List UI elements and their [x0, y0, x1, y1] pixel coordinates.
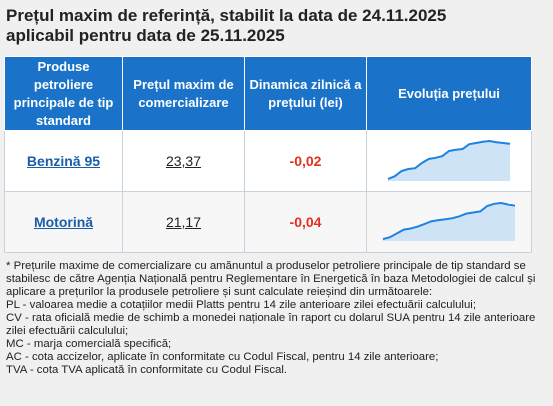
- price-value: 21,17: [165, 214, 202, 230]
- table-row: Benzină 95 23,37 -0,02: [4, 130, 532, 192]
- price-value: 23,37: [165, 153, 202, 169]
- footnote-intro: * Prețurile maxime de comercializare cu …: [6, 260, 536, 298]
- dynamic-value: -0,02: [289, 153, 322, 169]
- title-line-2: aplicabil pentru data de 25.11.2025: [6, 26, 285, 45]
- product-cell: Motorină: [4, 191, 123, 253]
- header-products: Produse petroliere principale de tip sta…: [4, 56, 123, 131]
- header-price-evolution: Evoluția prețului: [366, 56, 532, 131]
- title-line-1: Prețul maxim de referință, stabilit la d…: [6, 6, 447, 25]
- sparkline-line: [387, 139, 511, 180]
- footnote-mc: MC - marja comercială specifică;: [6, 338, 172, 350]
- header-daily-dynamic: Dinamica zilnică a prețului (lei): [244, 56, 367, 131]
- price-cell: 21,17: [122, 191, 245, 253]
- footnote-tva: TVA - cota TVA aplicată în conformitate …: [6, 364, 288, 376]
- footnote-ac: AC - cota accizelor, aplicate în conform…: [6, 351, 439, 363]
- footnotes: * Prețurile maxime de comercializare cu …: [6, 260, 546, 377]
- product-link-motorina[interactable]: Motorină: [33, 214, 94, 230]
- sparkline-cell: [366, 130, 532, 192]
- dynamic-cell: -0,04: [244, 191, 367, 253]
- product-link-benzina[interactable]: Benzină 95: [26, 153, 101, 169]
- footnote-pl: PL - valoarea medie a cotațiilor medii P…: [6, 299, 476, 311]
- sparkline-area: [388, 141, 510, 181]
- sparkline-chart: [382, 201, 516, 241]
- table-header-row: Produse petroliere principale de tip sta…: [4, 56, 532, 131]
- dynamic-cell: -0,02: [244, 130, 367, 192]
- price-cell: 23,37: [122, 130, 245, 192]
- table-row: Motorină 21,17 -0,04: [4, 191, 532, 253]
- sparkline-cell: [366, 191, 532, 253]
- footnote-cv: CV - rata oficială medie de schimb a mon…: [6, 312, 536, 337]
- sparkline-chart: [387, 139, 511, 181]
- page-title: Prețul maxim de referință, stabilit la d…: [6, 6, 546, 46]
- product-cell: Benzină 95: [4, 130, 123, 192]
- sparkline-area: [383, 203, 515, 241]
- dynamic-value: -0,04: [289, 214, 322, 230]
- prices-table: Produse petroliere principale de tip sta…: [4, 56, 532, 253]
- header-max-price: Prețul maxim de comercializare: [122, 56, 245, 131]
- sparkline-line: [382, 201, 516, 241]
